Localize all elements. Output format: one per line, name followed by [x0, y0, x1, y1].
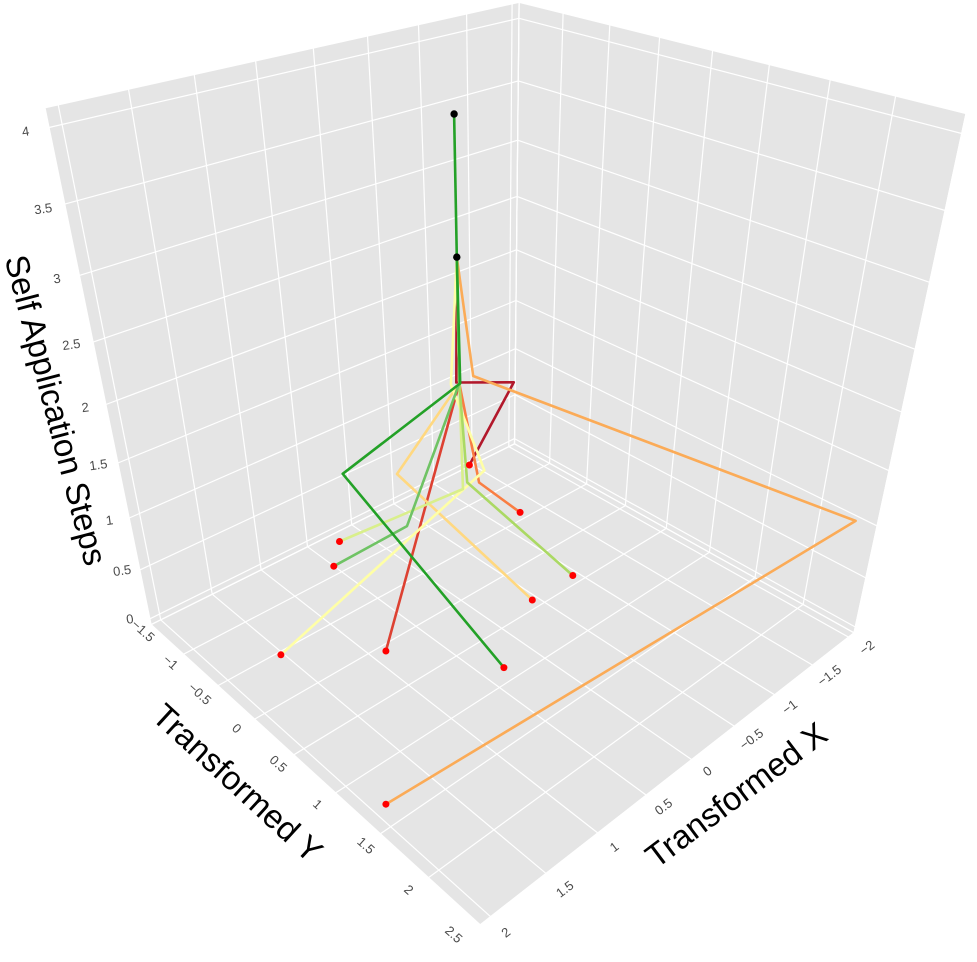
svg-text:1: 1: [105, 512, 114, 528]
svg-text:−1: −1: [779, 696, 800, 717]
svg-text:2.5: 2.5: [61, 336, 81, 353]
svg-text:4: 4: [21, 123, 30, 139]
svg-text:2: 2: [81, 399, 90, 415]
svg-text:0.5: 0.5: [112, 562, 132, 579]
svg-text:0: 0: [125, 611, 134, 627]
svg-text:3: 3: [52, 271, 61, 287]
svg-text:1.5: 1.5: [88, 456, 108, 473]
svg-text:3.5: 3.5: [33, 200, 53, 217]
svg-text:−2: −2: [857, 637, 878, 658]
